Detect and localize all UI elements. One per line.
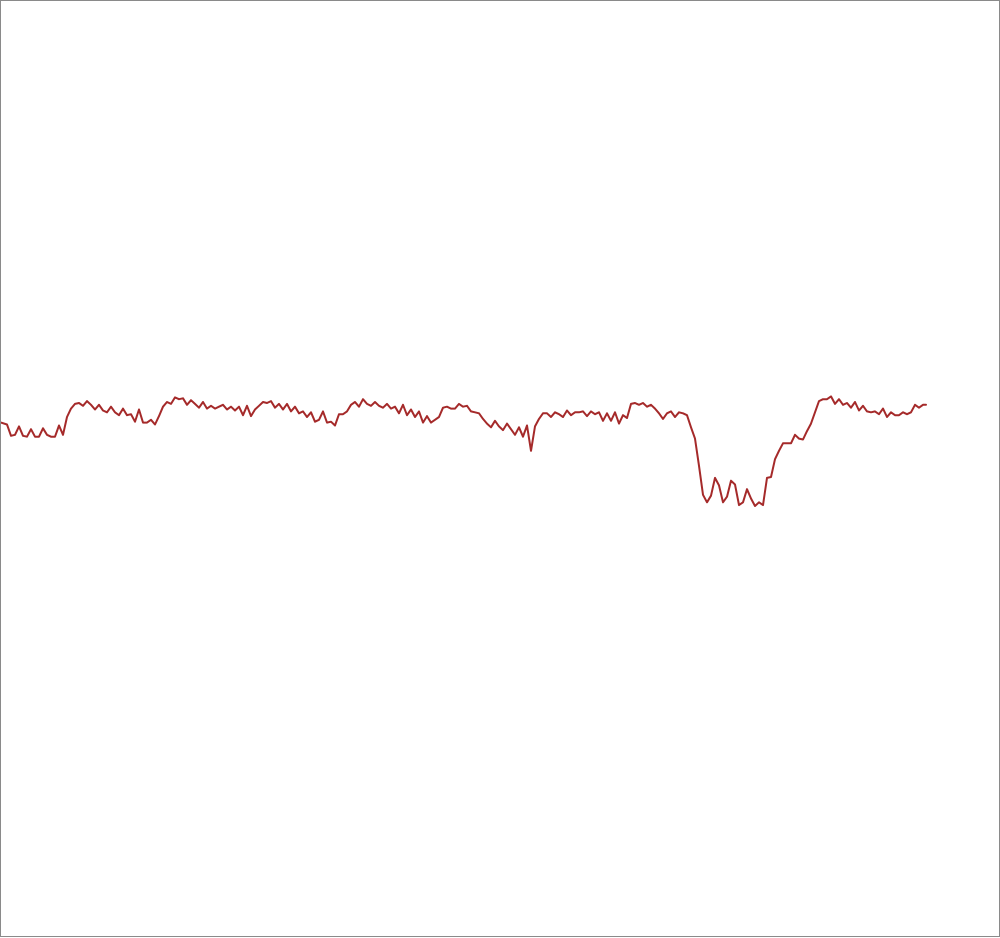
plot-area: [1, 395, 927, 507]
series-line-0: [1, 395, 927, 507]
